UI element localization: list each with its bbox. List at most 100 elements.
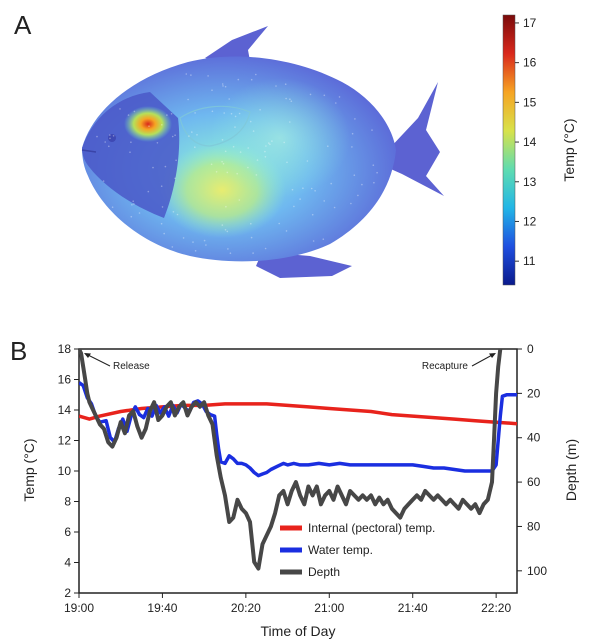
- fish-speckle: [278, 222, 281, 225]
- fish-speckle: [256, 159, 259, 161]
- fish-head: [82, 92, 180, 218]
- fish-speckle: [252, 252, 254, 254]
- fish-speckle: [210, 163, 213, 166]
- fish-speckle: [265, 145, 267, 147]
- x-tick-label: 19:00: [64, 601, 94, 615]
- fish-speckle: [166, 114, 168, 116]
- fish-speckle: [221, 160, 223, 163]
- y-right-tick-label: 100: [527, 564, 547, 578]
- fish-speckle: [228, 98, 230, 100]
- fish-speckle: [203, 239, 206, 242]
- fish-speckle: [264, 150, 266, 153]
- fish-speckle: [290, 100, 293, 102]
- fish-speckle: [238, 112, 241, 115]
- legend-label-depth: Depth: [308, 565, 340, 579]
- y-right-axis-title: Depth (m): [563, 439, 579, 501]
- fish-speckle: [338, 96, 341, 98]
- fish-speckle: [129, 151, 131, 153]
- release-arrow-head: [84, 353, 91, 358]
- fish-speckle: [211, 110, 214, 113]
- fish-speckle: [232, 145, 235, 148]
- fish-speckle: [175, 159, 177, 162]
- fish-speckle: [196, 134, 198, 136]
- fish-speckle: [252, 130, 255, 132]
- fish-speckle: [249, 120, 252, 123]
- fish-pectoral-fin: [179, 105, 251, 147]
- fish-speckle: [161, 124, 163, 126]
- fish-speckle: [312, 240, 315, 242]
- fish-speckle: [205, 244, 207, 246]
- fish-speckle: [271, 140, 273, 142]
- y-right-tick-label: 60: [527, 475, 541, 489]
- fish-speckle: [171, 246, 174, 248]
- fish-speckle: [170, 113, 173, 115]
- fish-speckle: [255, 73, 257, 76]
- fish-speckle: [255, 174, 258, 176]
- x-tick-label: 20:20: [231, 601, 261, 615]
- fish-speckle: [174, 134, 176, 136]
- fish-speckle: [227, 248, 229, 250]
- fish-speckle: [306, 160, 309, 162]
- x-tick-label: 21:00: [314, 601, 344, 615]
- fish-speckle: [330, 182, 333, 185]
- fish-speckle: [371, 129, 373, 131]
- y-left-tick-label: 6: [64, 525, 71, 539]
- fish-speckle: [269, 143, 271, 146]
- fish-speckle: [131, 204, 133, 206]
- fish-speckles: [96, 73, 378, 254]
- depth-line: [79, 349, 503, 571]
- fish-speckle: [322, 238, 325, 240]
- fish-speckle: [133, 110, 136, 113]
- fish-speckle: [285, 97, 287, 100]
- legend-label-water: Water temp.: [308, 543, 373, 557]
- fish-speckle: [194, 112, 196, 114]
- fish-speckle: [222, 85, 224, 87]
- x-axis-ticks: 19:00 19:40 20:20 21:00 21:40 22:20: [64, 593, 511, 615]
- fish-speckle: [119, 108, 121, 110]
- fish-speckle: [372, 164, 375, 166]
- fish-speckle: [96, 135, 98, 138]
- x-axis-title: Time of Day: [261, 623, 336, 639]
- y-left-tick-label: 10: [58, 464, 72, 478]
- fish-speckle: [323, 94, 326, 97]
- colorbar-gradient: [502, 14, 516, 286]
- fish-speckle: [133, 203, 135, 205]
- fish-speckle: [112, 135, 115, 137]
- fish-speckle: [224, 229, 227, 231]
- fish-speckle: [138, 212, 141, 214]
- line-chart: 19:00 19:40 20:20 21:00 21:40 22:20 2 4 6 8 10 12 1…: [21, 342, 579, 639]
- fish-speckle: [221, 139, 224, 141]
- fish-speckle: [226, 171, 229, 174]
- fish-speckle: [194, 146, 196, 148]
- fish-eye: [108, 134, 116, 142]
- fish-speckle: [188, 135, 190, 137]
- fish-speckle: [109, 134, 111, 136]
- recapture-arrow-line: [471, 353, 495, 367]
- release-arrow-line: [85, 353, 111, 367]
- y-left-tick-label: 12: [58, 434, 72, 448]
- fish-speckle: [275, 85, 277, 87]
- recapture-arrow-head: [489, 353, 496, 358]
- fish-speckle: [182, 237, 185, 239]
- fish-speckle: [293, 205, 295, 208]
- fish-speckle: [361, 183, 363, 186]
- fish-speckle: [289, 121, 291, 123]
- recapture-annotation: Recapture: [422, 361, 469, 372]
- y-left-axis-title: Temp (°C): [21, 438, 37, 501]
- fish-speckle: [215, 171, 218, 173]
- fish-speckle: [333, 206, 336, 209]
- fish-speckle: [221, 83, 224, 85]
- fish-speckle: [111, 206, 114, 208]
- fish-speckle: [264, 247, 267, 250]
- fish-speckle: [376, 171, 378, 174]
- fish-speckle: [130, 141, 132, 143]
- fish-speckle: [207, 75, 209, 77]
- colorbar-tick-label: 17: [523, 16, 537, 30]
- release-annotation: Release: [113, 361, 150, 372]
- fish-heatmap: [81, 26, 444, 278]
- y-left-tick-label: 14: [58, 403, 72, 417]
- fish-speckle: [354, 118, 356, 120]
- fish-speckle: [221, 224, 224, 226]
- fish-speckle: [283, 141, 286, 144]
- fish-speckle: [185, 73, 188, 75]
